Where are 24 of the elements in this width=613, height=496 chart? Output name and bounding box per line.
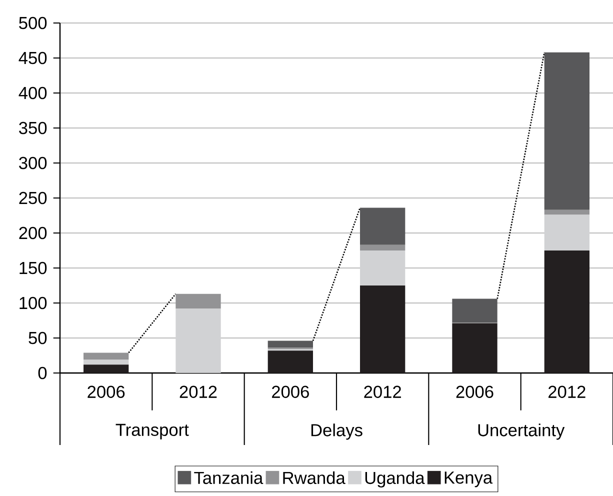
y-tick-label: 200 xyxy=(19,226,47,240)
y-tick-label: 400 xyxy=(18,86,47,100)
y-tick-label: 500 xyxy=(19,16,47,30)
y-tick-label: 300 xyxy=(19,156,47,170)
y-tick-label: 350 xyxy=(19,122,47,134)
text: Delays xyxy=(311,424,362,440)
x-tick-label: 2012 xyxy=(180,386,217,398)
y-tick-label: 150 xyxy=(20,262,47,274)
x-tick-label: 2006 xyxy=(272,386,309,398)
y-tick-label: 0 xyxy=(38,366,47,380)
y-tick-label: 450 xyxy=(18,52,47,64)
text: Uncertainty xyxy=(478,424,565,440)
x-tick-label: 2012 xyxy=(364,386,401,398)
x-tick-label: 2006 xyxy=(88,386,125,398)
legend-label: Kenya xyxy=(444,472,493,488)
legend-label: Uganda xyxy=(365,471,425,488)
legend-label: Rwanda xyxy=(283,471,346,484)
text: Transport xyxy=(116,424,189,440)
x-tick-label: 2012 xyxy=(548,386,586,398)
y-tick-label: 50 xyxy=(28,332,47,344)
y-tick-label: 100 xyxy=(20,296,47,310)
x-tick-label: 2006 xyxy=(456,386,494,398)
y-tick-label: 250 xyxy=(19,192,47,204)
legend-label: Tanzania xyxy=(194,471,264,484)
